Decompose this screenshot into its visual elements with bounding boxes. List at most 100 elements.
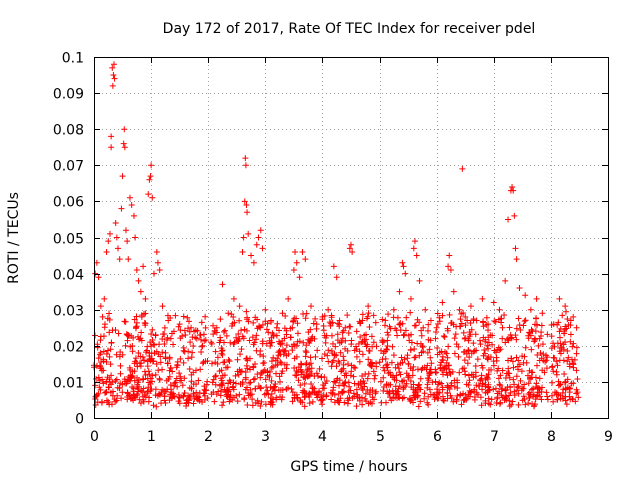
data-point [107,361,114,368]
data-point [446,369,453,376]
data-point [140,263,147,270]
data-point [562,323,569,330]
data-point [124,394,131,401]
data-point [573,367,580,374]
data-point [364,313,371,320]
data-point [296,274,303,281]
data-point [429,379,436,386]
data-point [556,334,563,341]
data-point [387,369,394,376]
data-point [503,370,510,377]
data-point [398,354,405,361]
data-point [210,376,217,383]
data-point [268,377,275,384]
data-point [220,328,227,335]
x-tick-labels: 0 1 2 3 4 5 6 7 8 9 [90,429,613,445]
data-point [345,379,352,386]
data-point [481,347,488,354]
data-point [521,318,528,325]
data-point [539,384,546,391]
data-point [539,310,546,317]
data-point [133,319,140,326]
data-point [451,383,458,390]
data-point [441,397,448,404]
data-point [381,367,388,374]
data-point [141,368,148,375]
data-point [138,387,145,394]
data-point [455,353,462,360]
data-point [490,386,497,393]
data-point [225,356,232,363]
data-point [342,345,349,352]
data-point [336,317,343,324]
data-point [153,248,160,255]
data-point [136,396,143,403]
data-point [521,396,528,403]
data-point [112,398,119,405]
data-point [505,357,512,364]
data-point [515,315,522,322]
data-point [525,391,532,398]
data-point [309,389,316,396]
data-point [540,351,547,358]
data-point [557,350,564,357]
data-point [149,378,156,385]
data-point [246,355,253,362]
data-point [573,344,580,351]
data-point [236,391,243,398]
data-point [356,358,363,365]
data-point [475,382,482,389]
data-point [291,392,298,399]
data-point [426,346,433,353]
data-point [460,309,467,316]
data-point [328,312,335,319]
data-point [524,372,531,379]
data-point [106,316,113,323]
data-point [295,369,302,376]
data-point [165,317,172,324]
data-point [208,339,215,346]
data-point [248,252,255,259]
data-point [210,322,217,329]
data-point [484,355,491,362]
data-point [249,402,256,409]
data-point [406,395,413,402]
data-point [180,359,187,366]
data-point [533,315,540,322]
data-point [325,347,332,354]
data-point [451,335,458,342]
data-point [550,368,557,375]
data-point [202,313,209,320]
data-point [250,364,257,371]
data-point [440,357,447,364]
data-point [144,388,151,395]
data-point [135,349,142,356]
data-point [497,346,504,353]
data-point [108,339,115,346]
data-point [385,311,392,318]
data-point [128,202,135,209]
data-point [300,339,307,346]
data-point [562,303,569,310]
x-tick-label: 5 [376,429,385,445]
data-point [297,382,304,389]
data-point [230,295,237,302]
data-point [389,343,396,350]
data-point [400,386,407,393]
data-point [208,391,215,398]
data-point [462,371,469,378]
data-point [570,380,577,387]
data-point [538,396,545,403]
data-point [271,383,278,390]
data-point [226,358,233,365]
data-point [277,393,284,400]
data-point [212,359,219,366]
data-point [156,341,163,348]
data-point [287,334,294,341]
data-point [252,336,259,343]
data-point [511,212,518,219]
data-point [331,399,338,406]
data-point [109,82,116,89]
data-point [203,381,210,388]
data-point [508,335,515,342]
